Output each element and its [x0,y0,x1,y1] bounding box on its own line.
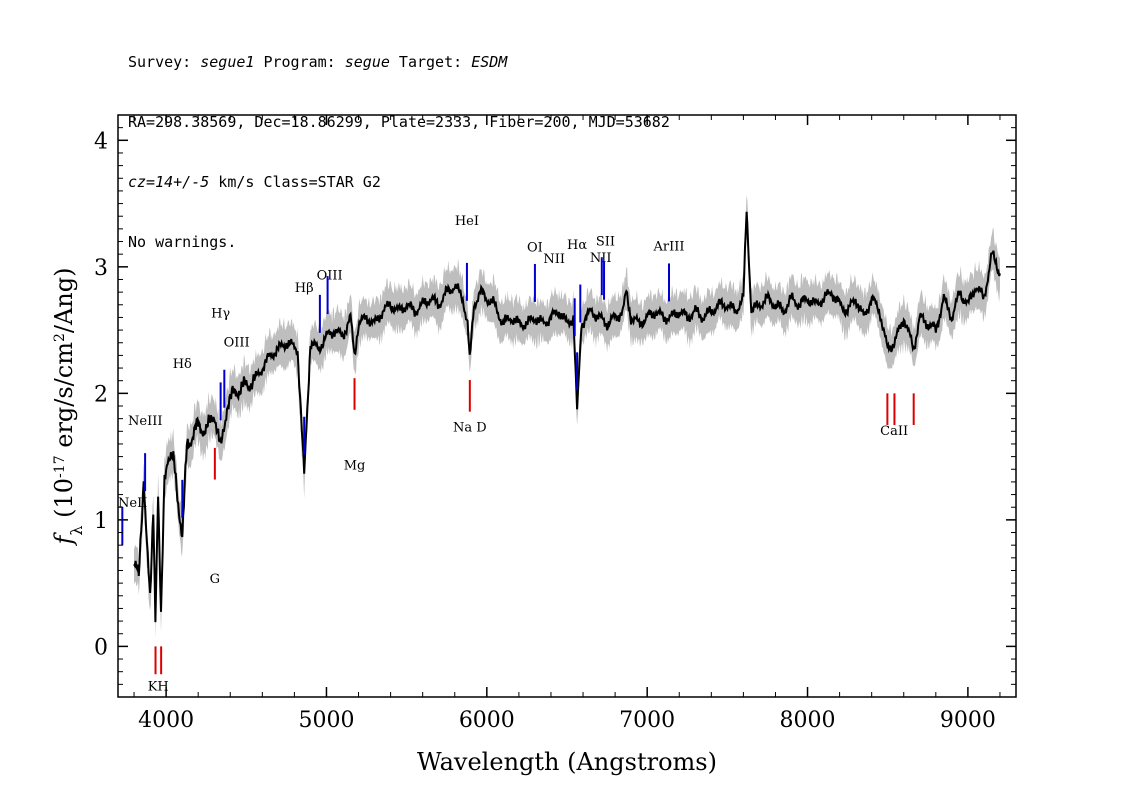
y-axis-label-end: /Ang) [50,268,78,334]
line-label-hβ: Hβ [295,281,314,296]
line-label-sii: SII [596,234,615,249]
line-label-mg: Mg [344,458,366,473]
class-value: km/s Class=STAR G2 [209,173,381,191]
y-tick-label: 1 [94,509,108,534]
line-label-oiii: OIII [224,336,250,351]
y-tick-label: 0 [94,635,108,660]
line-label-nii: NII [590,251,612,266]
line-label-caii: CaII [880,424,908,439]
plot-frame [117,114,1017,698]
line-label-hγ: Hγ [211,306,230,321]
header-line-redshift: cz=14+/-5 km/s Class=STAR G2 [128,172,670,192]
redshift-value: cz=14+/-5 [128,173,210,191]
line-label-oiii: OIII [317,268,343,283]
y-tick-label: 4 [94,129,108,154]
line-label-g: G [210,572,220,587]
survey-value: segue1 [200,53,255,71]
x-tick-label: 6000 [459,708,515,733]
line-label-kh: KH [148,680,169,695]
program-value: segue [344,53,390,71]
header-line-survey: Survey: segue1 Program: segue Target: ES… [128,52,670,72]
header-line-coordinates: RA=298.38569, Dec=18.86299, Plate=2333, … [128,113,670,131]
x-tick-label: 7000 [619,708,675,733]
line-label-neiii: NeIII [128,414,162,429]
y-axis-label: fλ (10-17 erg/s/cm2/Ang) [50,268,86,547]
target-value: ESDM [471,53,508,71]
line-label-ariii: ArIII [652,239,684,254]
x-tick-label: 9000 [940,708,996,733]
line-label-hei: HeI [455,214,479,229]
axis-ticks: 4000 5000 6000 7000 8000 9000 0 1 2 3 4 [94,115,1016,733]
flux-series [133,211,1001,623]
spectrum-header: Survey: segue1 Program: segue Target: ES… [128,12,670,272]
error-band-area [134,195,1000,639]
y-axis-label-prefix: (10 [50,478,78,526]
y-axis-label-lambda: λ [67,525,86,535]
line-label-hδ: Hδ [173,357,192,372]
y-axis-label-exponent-2: 2 [52,333,68,342]
line-markers [121,257,915,675]
x-tick-label: 8000 [780,708,836,733]
x-axis-label: Wavelength (Angstroms) [417,748,717,776]
flux-line [133,211,1001,623]
program-label: Program: [254,53,345,71]
x-tick-label: 4000 [138,708,194,733]
header-line-warnings: No warnings. [128,233,237,251]
x-tick-label: 5000 [298,708,354,733]
line-label-hα: Hα [567,238,587,253]
target-label: Target: [389,53,472,71]
y-axis-label-units: erg/s/cm [50,342,78,456]
error-band [134,195,1000,639]
y-tick-label: 2 [94,382,108,407]
line-label-neii: NeII [118,496,147,511]
survey-label: Survey: [128,53,201,71]
line-label-oi: OI [527,241,543,256]
line-label-nad: Na D [453,420,487,435]
y-axis-label-exponent: -17 [52,455,68,478]
line-label-nii: NII [543,252,565,267]
y-tick-label: 3 [94,256,108,281]
